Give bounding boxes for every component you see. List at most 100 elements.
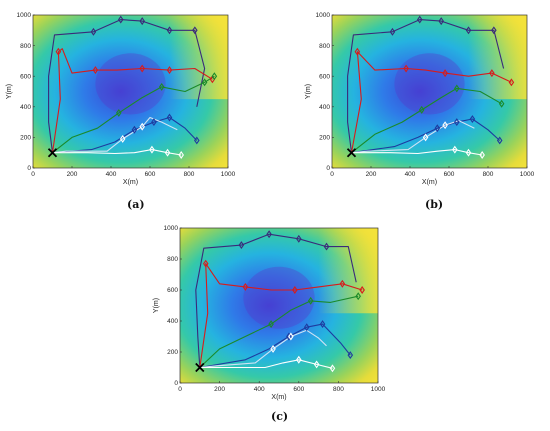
route-line-2 [350, 51, 512, 153]
route-line-1 [347, 19, 505, 153]
x-tick-label: 600 [444, 171, 455, 178]
waypoint-marker [347, 351, 354, 360]
y-tick-label: 600 [319, 73, 330, 80]
chart-panel-2: 0 200 400 600 800 1000 0 200 400 600 800 1000 X(m) Y(… [305, 12, 535, 186]
route-line-3 [199, 295, 359, 368]
x-axis-label: X(m) [271, 394, 286, 401]
waypoint-marker [270, 344, 276, 353]
waypoint-marker [339, 279, 346, 288]
waypoint-marker [211, 72, 218, 81]
waypoint-marker [303, 323, 310, 332]
y-tick-label: 600 [167, 287, 178, 294]
y-tick-label: 800 [167, 256, 178, 263]
x-tick-label: 200 [67, 171, 78, 178]
waypoint-marker [454, 118, 460, 127]
waypoint-marker [288, 332, 294, 341]
depot-marker [47, 148, 58, 158]
waypoint-marker [389, 27, 396, 36]
x-axis-label: X(m) [123, 179, 138, 186]
y-tick-label: 1000 [316, 12, 331, 19]
waypoint-marker [119, 134, 126, 143]
x-tick-label: 200 [214, 386, 225, 393]
y-tick-label: 1000 [17, 12, 32, 19]
y-tick-label: 400 [20, 104, 31, 111]
x-tick-label: 600 [145, 171, 156, 178]
caption-c: (c) [271, 410, 288, 423]
waypoint-marker [90, 27, 97, 36]
waypoint-marker [442, 121, 448, 130]
y-tick-label: 800 [319, 43, 330, 50]
waypoint-marker [438, 17, 444, 26]
x-axis-label: X(m) [422, 179, 437, 186]
route-line-6 [52, 149, 182, 156]
waypoint-marker [307, 296, 314, 305]
x-tick-label: 200 [366, 171, 377, 178]
waypoint-marker [201, 78, 208, 87]
waypoint-marker [92, 66, 99, 75]
waypoint-marker [149, 145, 155, 154]
waypoint-marker [242, 282, 249, 291]
route-line-4 [199, 323, 351, 369]
waypoint-marker [465, 26, 472, 35]
waypoint-marker [266, 230, 272, 239]
depot-marker [346, 148, 357, 158]
waypoint-marker [131, 125, 138, 134]
route-line-5 [351, 120, 475, 154]
x-tick-label: 0 [31, 171, 35, 178]
y-tick-label: 200 [167, 349, 178, 356]
terrain-ridge [468, 15, 527, 100]
y-tick-label: 600 [20, 73, 31, 80]
waypoint-marker [442, 69, 448, 78]
x-tick-label: 400 [106, 171, 117, 178]
waypoint-marker [354, 47, 361, 56]
waypoint-marker [151, 118, 157, 127]
x-tick-label: 800 [333, 386, 344, 393]
waypoint-marker [139, 122, 145, 131]
x-tick-label: 1000 [221, 171, 236, 178]
y-tick-label: 800 [20, 43, 31, 50]
waypoint-marker [452, 145, 458, 154]
waypoint-marker [166, 113, 173, 122]
caption-b: (b) [425, 198, 443, 211]
waypoint-marker [117, 15, 124, 24]
waypoint-marker [329, 364, 336, 373]
waypoint-marker [292, 286, 298, 294]
route-line-1 [48, 19, 206, 153]
waypoint-marker [496, 136, 503, 145]
x-tick-label: 400 [405, 171, 416, 178]
waypoint-marker [416, 15, 423, 24]
x-tick-label: 600 [293, 386, 304, 393]
waypoint-marker [489, 69, 495, 78]
waypoint-marker [491, 26, 497, 35]
waypoint-marker [164, 148, 171, 157]
waypoint-marker [139, 64, 145, 73]
route-line-6 [351, 149, 483, 156]
waypoint-marker [469, 115, 476, 123]
waypoint-marker [296, 234, 302, 243]
route-line-6 [199, 359, 333, 369]
waypoint-marker [166, 66, 173, 75]
waypoint-marker [508, 78, 515, 87]
terrain-valley [243, 266, 315, 329]
waypoint-marker [434, 124, 441, 133]
waypoint-marker [454, 84, 460, 93]
route-line-5 [199, 329, 327, 369]
terrain-ridge [169, 15, 228, 100]
waypoint-marker [202, 259, 209, 268]
caption-a: (a) [127, 198, 145, 211]
depot-marker [195, 362, 205, 373]
waypoint-marker [166, 26, 173, 35]
x-tick-label: 1000 [371, 386, 386, 393]
route-line-5 [52, 116, 178, 154]
waypoint-marker [403, 64, 409, 73]
waypoint-marker [418, 105, 425, 114]
waypoint-marker [55, 47, 62, 56]
waypoint-marker [465, 148, 472, 157]
waypoint-marker [355, 292, 361, 301]
x-tick-label: 1000 [520, 171, 535, 178]
route-line-3 [52, 75, 215, 154]
plot-frame [331, 14, 528, 169]
x-tick-label: 800 [483, 171, 494, 178]
y-tick-label: 0 [174, 380, 178, 387]
